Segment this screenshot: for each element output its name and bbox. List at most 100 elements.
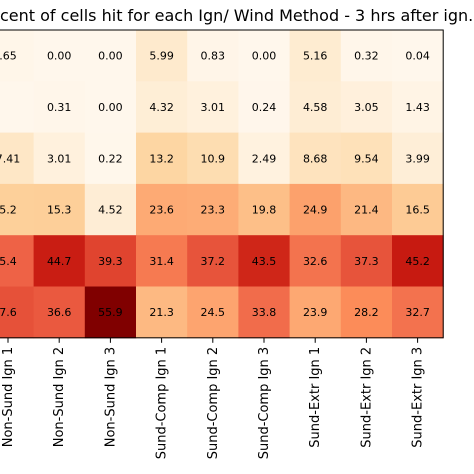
heatmap-cell [289,183,342,236]
cell-value-label: 0.22 [98,152,123,165]
cell-value-label: 1.43 [405,101,430,114]
cell-value-label: 24.5 [201,306,226,319]
cell-value-label: 3.99 [405,152,430,165]
heatmap-cell [187,183,239,236]
cell-value-label: 3.01 [201,101,226,114]
heatmap-cell [33,235,86,287]
heatmap-cell [136,81,188,134]
heatmap-cell [340,81,393,134]
cell-value-label: 5.4 [0,255,17,268]
heatmap-cell-labels: .65 0.00 0.00 5.99 0.83 0.00 5.16 0.32 0.04 0.31 0… [0,50,430,319]
cell-value-label: 39.3 [98,255,123,268]
x-tick-label: Sund-Comp Ign 1 [155,347,170,459]
cell-value-label: 0.00 [47,50,72,63]
heatmap-cell [84,183,137,236]
cell-value-label: 0.00 [252,50,277,63]
heatmap-cell [392,132,444,185]
cell-value-label: 32.6 [303,255,328,268]
heatmap-cell [187,235,239,287]
cell-value-label: 4.52 [98,204,123,217]
cell-value-label: 43.5 [252,255,277,268]
cell-value-label: 0.32 [354,50,379,63]
cell-value-label: 45.2 [405,255,430,268]
heatmap-cell [289,286,342,339]
cell-value-label: 55.9 [98,306,123,319]
heatmap-cell [0,30,35,82]
heatmap-cell [136,30,188,82]
heatmap-cell [187,30,239,82]
cell-value-label: 37.3 [354,255,379,268]
heatmap-cell [289,132,342,185]
cell-value-label: 4.32 [149,101,174,114]
heatmap-cell [84,81,137,134]
cell-value-label: 37.2 [201,255,226,268]
heatmap-cell [340,30,393,82]
x-tick-label: Sund-Comp Ign 2 [206,347,221,459]
heatmap-cell [0,183,35,236]
x-tick-label: Sund-Comp Ign 3 [257,347,272,459]
cell-value-label: 31.4 [149,255,174,268]
heatmap-cell [84,286,137,339]
heatmap-cell [33,81,86,134]
cell-value-label: 7.6 [0,306,17,319]
cell-value-label: 0.31 [47,101,72,114]
cell-value-label: 21.4 [354,204,379,217]
heatmap-cell [0,81,35,134]
heatmap-cell [238,132,291,185]
cell-value-label: 23.6 [149,204,174,217]
x-tick-label: Sund-Extr Ign 2 [359,347,374,448]
heatmap-cell [84,235,137,287]
cell-value-label: 32.7 [405,306,430,319]
heatmap-cell [0,235,35,287]
heatmap-cell [187,132,239,185]
cell-value-label: 24.9 [303,204,328,217]
heatmap-cell [340,183,393,236]
cell-value-label: 5.99 [149,50,174,63]
cell-value-label: 2.49 [252,152,277,165]
cell-value-label: 7.41 [0,152,20,165]
cell-value-label: 9.54 [354,152,379,165]
cell-value-label: 0.83 [201,50,226,63]
heatmap-cell [84,132,137,185]
heatmap-cell [238,235,291,287]
heatmap-cell [0,286,35,339]
cell-value-label: 0.00 [98,101,123,114]
heatmap-cell [136,183,188,236]
heatmap-cell [187,286,239,339]
heatmap-cell [392,81,444,134]
heatmap-cell [289,235,342,287]
cell-value-label: 8.68 [303,152,328,165]
heatmap-cell [340,286,393,339]
cell-value-label: 36.6 [47,306,72,319]
heatmap-cell [33,30,86,82]
cell-value-label: .65 [0,50,17,63]
heatmap-cell [187,81,239,134]
cell-value-label: 0.04 [405,50,430,63]
heatmap-cell [289,30,342,82]
x-axis-ticks [7,337,419,343]
x-tick-label: Non-Sund Ign 2 [52,347,67,447]
heatmap-cell [289,81,342,134]
chart-title: cent of cells hit for each Ign/ Wind Met… [0,6,474,25]
cell-value-label: 16.5 [405,204,430,217]
cell-value-label: 44.7 [47,255,72,268]
heatmap-cell [238,81,291,134]
chart-title-container: cent of cells hit for each Ign/ Wind Met… [0,0,474,28]
heatmap-cell [392,30,444,82]
heatmap-cell [238,183,291,236]
cell-value-label: 10.9 [201,152,226,165]
cell-value-label: 5.2 [0,204,17,217]
cell-value-label: 23.3 [201,204,226,217]
cell-value-label: 23.9 [303,306,328,319]
x-tick-label: Non-Sund Ign 3 [103,347,118,447]
cell-value-label: 13.2 [149,152,174,165]
cell-value-label: 28.2 [354,306,379,319]
x-tick-label: Non-Sund Ign 1 [1,347,16,447]
heatmap-cell [136,235,188,287]
cell-value-label: 33.8 [252,306,277,319]
x-tick-label: Sund-Extr Ign 3 [411,347,426,448]
x-tick-label: Sund-Extr Ign 1 [308,347,323,448]
cell-value-label: 4.58 [303,101,328,114]
cell-value-label: 3.01 [47,152,72,165]
